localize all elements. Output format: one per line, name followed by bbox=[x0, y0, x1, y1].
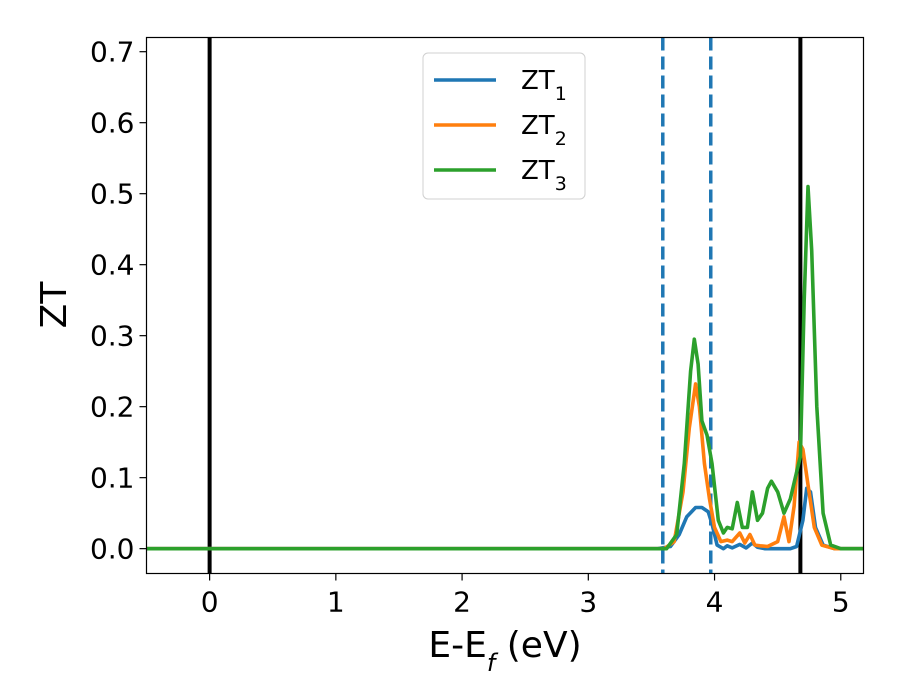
series-line-zt2 bbox=[146, 382, 864, 551]
y-tick-label: 0.6 bbox=[90, 107, 135, 140]
legend-label-zt1: ZT1 bbox=[521, 66, 567, 105]
y-tick-label: 0.3 bbox=[90, 320, 135, 353]
series-line-zt3 bbox=[146, 184, 864, 551]
legend-label-zt3: ZT3 bbox=[521, 156, 567, 195]
y-tick-label: 0.7 bbox=[90, 36, 135, 69]
x-tick-label: 2 bbox=[453, 586, 471, 619]
plot-area bbox=[146, 37, 864, 574]
x-tick-label: 0 bbox=[201, 586, 219, 619]
x-tick-label: 1 bbox=[327, 586, 345, 619]
legend-label-zt2: ZT2 bbox=[521, 111, 567, 150]
x-axis-title-unit: (eV) bbox=[495, 625, 581, 666]
y-tick-label: 0.4 bbox=[90, 249, 135, 282]
x-axis: 0 1 2 3 4 5 bbox=[201, 573, 850, 619]
plot-frame bbox=[145, 36, 865, 575]
x-axis-title: E-Ef (eV) bbox=[428, 625, 581, 677]
y-tick-label: 0.0 bbox=[90, 533, 135, 566]
y-tick-label: 0.1 bbox=[90, 462, 135, 495]
x-tick-label: 4 bbox=[706, 586, 724, 619]
x-tick-label: 3 bbox=[579, 586, 597, 619]
legend: ZT1 ZT2 ZT3 bbox=[422, 52, 586, 200]
x-tick-label: 5 bbox=[832, 586, 850, 619]
y-axis: 0.0 0.1 0.2 0.3 0.4 0.5 0.6 0.7 bbox=[90, 36, 147, 566]
y-axis-title: ZT bbox=[34, 281, 75, 329]
y-tick-label: 0.2 bbox=[90, 391, 135, 424]
legend-box bbox=[422, 52, 586, 200]
y-tick-label: 0.5 bbox=[90, 178, 135, 211]
x-axis-title-main: E-E bbox=[428, 625, 486, 666]
